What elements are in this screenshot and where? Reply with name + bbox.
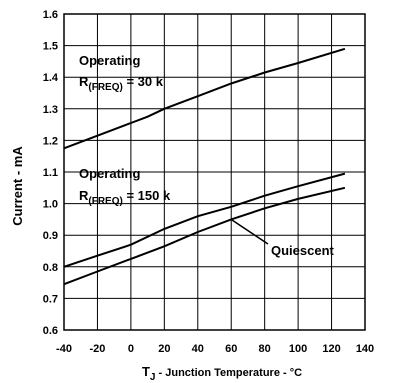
x-tick-label: -40 — [56, 343, 72, 355]
annotation-quiescent: Quiescent — [271, 243, 335, 258]
y-tick-label: 0.7 — [43, 293, 58, 305]
y-axis-title: Current - mA — [10, 146, 25, 226]
tick-labels: -40 -20 0 20 40 60 80 100 120 140 0.6 0.7 0.8 0.9 1.0 1… — [43, 9, 374, 355]
annotation-op150-line1: Operating — [79, 166, 140, 181]
x-tick-label: 120 — [322, 343, 340, 355]
annotation-op30-line2: R(FREQ) = 30 k — [79, 74, 164, 93]
series-line-operating-150k — [63, 172, 346, 268]
x-tick-label: 140 — [356, 343, 374, 355]
y-tick-label: 0.9 — [43, 230, 58, 242]
y-tick-label: 1.0 — [43, 199, 58, 211]
x-tick-label: 0 — [128, 343, 134, 355]
x-tick-label: 100 — [289, 343, 307, 355]
y-tick-label: 1.2 — [43, 135, 58, 147]
x-tick-label: 20 — [158, 343, 170, 355]
annotation-op150-line2: R(FREQ) = 150 k — [79, 188, 171, 207]
annotation-op30-line1: Operating — [79, 53, 140, 68]
x-tick-label: -20 — [89, 343, 105, 355]
quiescent-leader-line — [231, 219, 269, 245]
y-tick-label: 1.1 — [43, 167, 58, 179]
x-axis-title: TJ - Junction Temperature - °C — [142, 364, 302, 383]
x-tick-label: 80 — [259, 343, 271, 355]
y-tick-label: 0.8 — [43, 262, 58, 274]
series-line-quiescent — [63, 186, 346, 286]
plot-frame — [63, 13, 366, 331]
x-tick-label: 60 — [225, 343, 237, 355]
series-line-operating-30k — [63, 47, 346, 150]
series-group — [63, 47, 346, 286]
x-tick-label: 40 — [192, 343, 204, 355]
y-tick-label: 1.5 — [43, 41, 58, 53]
y-tick-label: 1.6 — [43, 9, 58, 21]
y-tick-label: 1.4 — [43, 72, 59, 84]
y-tick-label: 1.3 — [43, 104, 58, 116]
y-tick-label: 0.6 — [43, 325, 58, 337]
